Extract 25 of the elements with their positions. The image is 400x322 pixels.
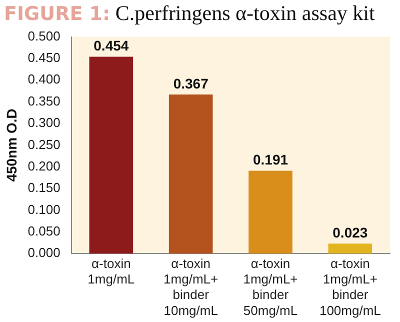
bar: [89, 56, 134, 254]
data-label: 0.191: [252, 152, 288, 168]
data-label: 0.454: [94, 38, 129, 54]
y-tick-label: 0.500: [28, 28, 60, 44]
x-tick-label: α-toxin 1mg/mL+ binder 10mg/mL: [164, 256, 218, 318]
x-tick-label: α-toxin 1mg/mL+ binder 50mg/mL: [243, 256, 298, 318]
y-tick-label: 0.450: [28, 50, 60, 66]
y-tick-label: 0.250: [28, 136, 60, 152]
data-label: 0.023: [332, 224, 368, 240]
x-tick-label: α-toxin 1mg/mL: [88, 256, 135, 287]
data-label: 0.367: [173, 75, 209, 92]
y-tick-label: 0.150: [28, 180, 60, 196]
y-tick-label: 0.200: [28, 158, 60, 174]
y-tick-label: 0.300: [28, 115, 60, 130]
y-axis-title: 450nm O.D: [3, 108, 20, 182]
bar: [248, 170, 292, 254]
y-tick-label: 0.050: [28, 224, 60, 238]
y-tick-label: 0.350: [28, 93, 60, 108]
y-tick-label: 0.000: [28, 245, 60, 260]
bar: [328, 244, 372, 254]
x-tick-label: α-toxin 1mg/mL+ binder 100mg/mL: [319, 256, 381, 318]
bar: [168, 94, 213, 254]
y-tick-label: 0.400: [28, 72, 60, 87]
chart-title: FIGURE 1: C.perfringens α-toxin assay kit: [4, 1, 375, 25]
y-tick-label: 0.100: [28, 202, 60, 217]
